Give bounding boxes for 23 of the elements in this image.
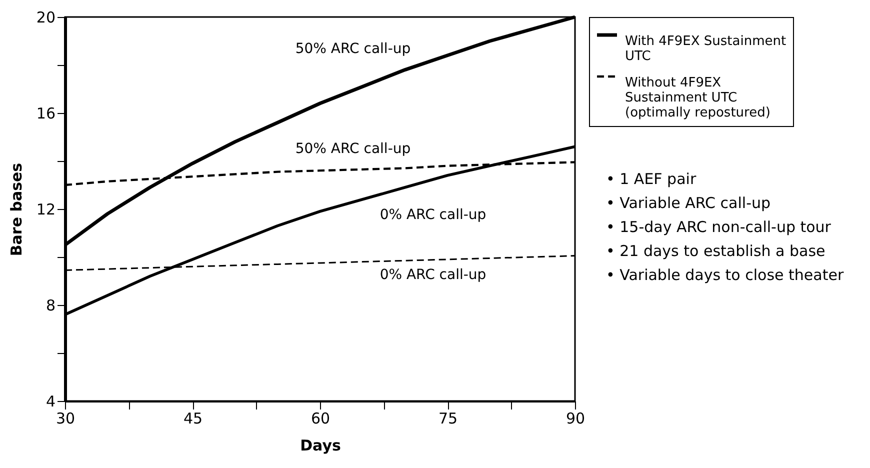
- legend-label: With 4F9EX Sustainment UTC: [625, 34, 786, 64]
- annotation: 50% ARC call-up: [295, 141, 411, 157]
- y-axis-title: Bare bases: [7, 162, 26, 256]
- legend-label: Without 4F9EX Sustainment UTC (optimally repostured): [625, 76, 770, 120]
- text: • Variable days to close theater: [606, 266, 845, 284]
- y-tick-label: 8: [46, 296, 56, 314]
- x-axis-title: Days: [300, 436, 341, 454]
- text: • 21 days to establish a base: [606, 242, 826, 260]
- y-tick-label: 16: [36, 104, 56, 122]
- text: • Variable ARC call-up: [606, 194, 772, 212]
- text: • 15-day ARC non-call-up tour: [606, 218, 832, 236]
- annotation: 50% ARC call-up: [295, 41, 411, 57]
- y-tick-label: 20: [36, 8, 56, 26]
- x-tick-label: 60: [310, 410, 330, 428]
- y-tick-label: 12: [36, 200, 56, 218]
- x-tick-label: 30: [56, 410, 76, 428]
- x-tick-label: 90: [566, 410, 586, 428]
- annotation: 0% ARC call-up: [380, 207, 486, 223]
- x-tick-label: 45: [183, 410, 203, 428]
- annotation: 0% ARC call-up: [380, 267, 486, 283]
- y-tick-label: 4: [46, 392, 56, 410]
- x-tick-label: 75: [438, 410, 458, 428]
- text: • 1 AEF pair: [606, 170, 698, 188]
